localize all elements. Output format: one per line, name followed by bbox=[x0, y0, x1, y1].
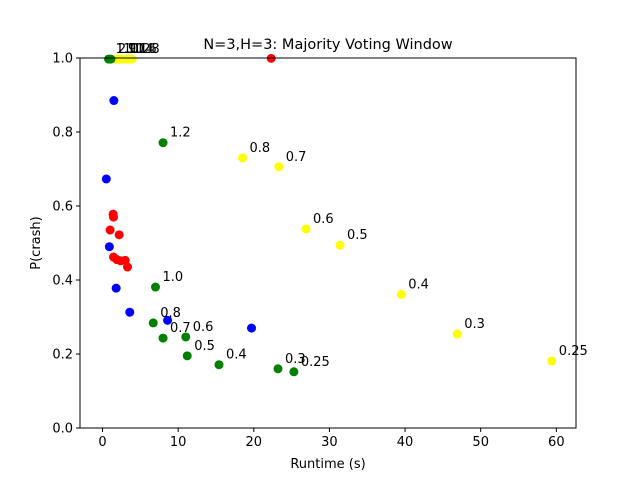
data-point-label: 1.4 bbox=[133, 42, 154, 57]
data-point bbox=[181, 332, 191, 342]
data-point bbox=[104, 242, 114, 252]
data-point bbox=[106, 54, 116, 64]
x-tick-label: 50 bbox=[472, 435, 489, 450]
data-point bbox=[114, 230, 124, 240]
data-point bbox=[273, 364, 283, 374]
data-point-label: 1.6 bbox=[136, 42, 157, 57]
data-point-label: 1.0 bbox=[162, 270, 183, 285]
data-point-label: 1.2 bbox=[130, 42, 151, 57]
x-tick-label: 10 bbox=[170, 435, 187, 450]
data-point bbox=[127, 54, 137, 64]
data-point-label: 0.4 bbox=[226, 348, 247, 363]
data-point-label: 1.0 bbox=[123, 42, 144, 57]
plot-frame bbox=[79, 57, 577, 429]
y-axis-label: P(crash) bbox=[29, 216, 44, 269]
data-point-label: 0.7 bbox=[170, 321, 191, 336]
data-point bbox=[237, 153, 247, 163]
data-point bbox=[101, 174, 111, 184]
y-tick-label: 0.4 bbox=[52, 274, 73, 289]
data-point bbox=[274, 162, 284, 172]
data-point-label: 0.3 bbox=[464, 317, 485, 332]
data-point-label: 1.1 bbox=[127, 42, 148, 57]
chart-title: N=3,H=3: Majority Voting Window bbox=[203, 37, 452, 53]
data-point bbox=[247, 323, 257, 333]
data-point bbox=[182, 351, 192, 361]
data-point bbox=[163, 315, 173, 325]
data-point bbox=[335, 240, 345, 250]
axis-ticks: 0 10 20 30 40 50 60 0.0 0.2 0.4 0.6 0.8 1.0 bbox=[52, 52, 564, 451]
x-tick-label: 30 bbox=[321, 435, 338, 450]
data-point-label: 0.25 bbox=[559, 344, 588, 359]
data-point bbox=[158, 138, 168, 148]
y-tick-label: 0.6 bbox=[52, 200, 73, 215]
y-tick-label: 0.0 bbox=[52, 422, 73, 437]
data-point bbox=[396, 289, 406, 299]
data-point bbox=[214, 360, 224, 370]
data-point-label: 0.7 bbox=[286, 150, 307, 165]
data-point-label: 2.0 bbox=[118, 42, 139, 57]
data-point bbox=[158, 333, 168, 343]
data-point-label: 0.25 bbox=[301, 355, 330, 370]
data-point bbox=[547, 356, 557, 366]
data-point bbox=[301, 224, 311, 234]
x-tick-label: 0 bbox=[98, 435, 106, 450]
data-point-label: 0.3 bbox=[285, 352, 306, 367]
data-point bbox=[289, 367, 299, 377]
data-point bbox=[122, 262, 132, 272]
data-point bbox=[148, 318, 158, 328]
y-tick-label: 0.8 bbox=[52, 126, 73, 141]
data-marks bbox=[101, 53, 557, 377]
data-point bbox=[125, 307, 135, 317]
data-point-label: 1.8 bbox=[139, 42, 160, 57]
y-tick-label: 1.0 bbox=[52, 52, 73, 67]
data-point bbox=[111, 283, 121, 293]
data-point bbox=[109, 96, 119, 106]
data-point-label: 0.5 bbox=[347, 228, 368, 243]
data-point-label: 0.6 bbox=[313, 212, 334, 227]
data-point-label: 1.2 bbox=[170, 126, 191, 141]
data-point-label: 0.8 bbox=[160, 306, 181, 321]
y-tick-label: 0.2 bbox=[52, 348, 73, 363]
data-point-label: 0.5 bbox=[194, 339, 215, 354]
data-point-label: 0.8 bbox=[249, 141, 270, 156]
point-labels: 1.01.11.21.41.61.80.80.70.60.50.40.30.25… bbox=[116, 42, 588, 370]
x-tick-label: 20 bbox=[246, 435, 263, 450]
data-point-label: 1.9 bbox=[116, 42, 137, 57]
data-point bbox=[452, 329, 462, 339]
data-point-label: 0.4 bbox=[408, 277, 429, 292]
data-point bbox=[150, 282, 160, 292]
x-axis-label: Runtime (s) bbox=[290, 457, 365, 472]
data-point bbox=[105, 225, 115, 235]
data-point bbox=[109, 212, 119, 222]
data-point-label: 0.6 bbox=[193, 320, 214, 335]
x-tick-label: 60 bbox=[548, 435, 565, 450]
x-tick-label: 40 bbox=[397, 435, 414, 450]
